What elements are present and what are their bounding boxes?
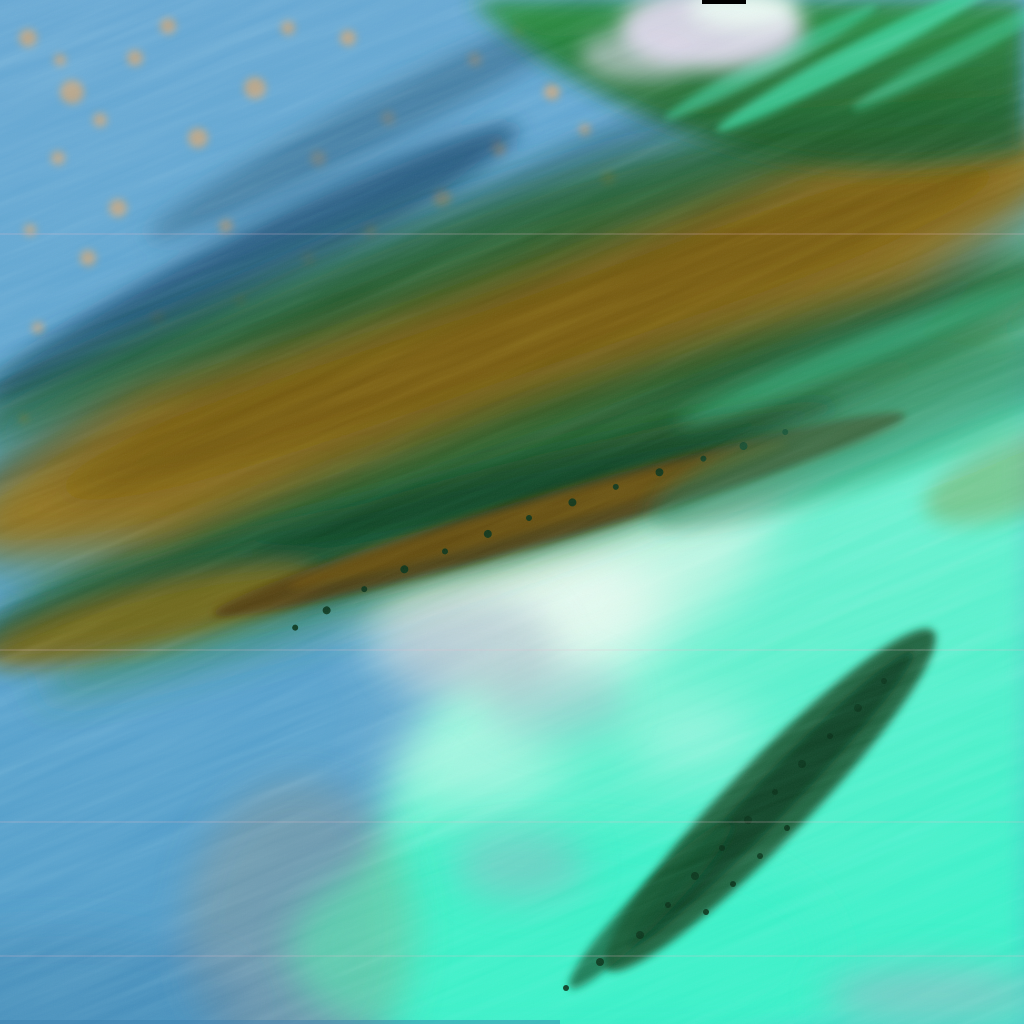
bottom-edge-artifact (0, 1020, 560, 1024)
data-gap-sliver (702, 0, 746, 4)
